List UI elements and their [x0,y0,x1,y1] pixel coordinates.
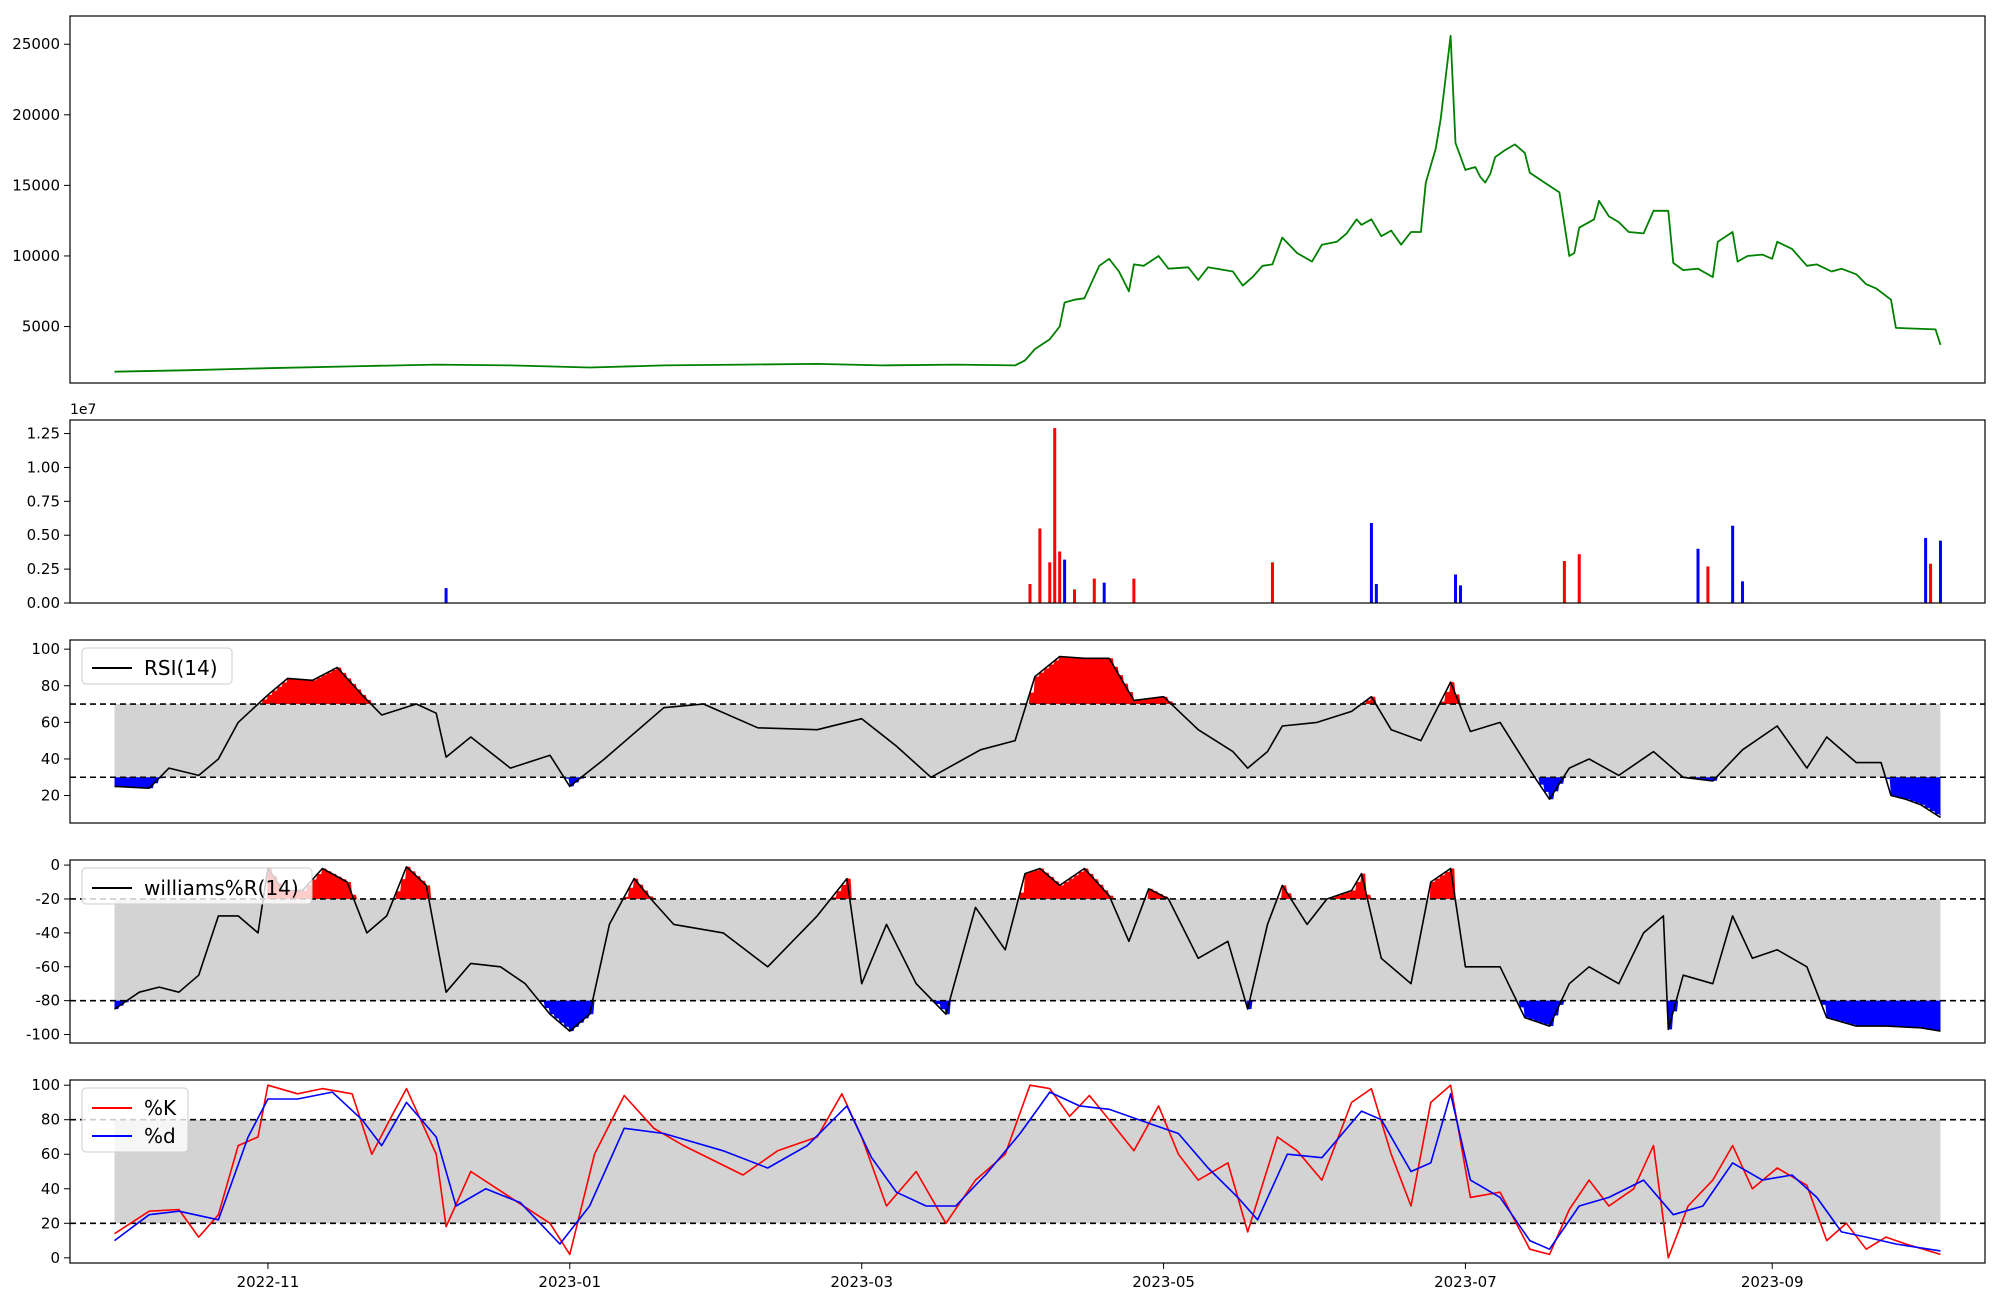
y-tick-label: -60 [36,958,61,976]
legend-label: RSI(14) [144,656,218,680]
y-tick-label: -40 [36,924,61,942]
y-tick-label: 40 [41,1180,60,1198]
y-tick-label: 0.00 [27,594,60,612]
y-tick-label: 20 [41,1214,60,1232]
y-tick-label: 80 [41,1111,60,1129]
volume-bar [1028,584,1032,603]
volume-bar [1741,581,1745,603]
y-tick-label: 60 [41,713,60,731]
panels: 5000100001500020000250000.000.250.500.75… [12,15,1986,1291]
legend-box [81,867,313,905]
y-tick-label: 0 [50,1249,60,1267]
y-tick-label: 0 [50,856,60,874]
x-tick-label: 2023-05 [1132,1273,1195,1291]
panel-frame [69,639,1986,824]
x-tick-label: 2023-03 [830,1273,893,1291]
x-tick-label: 2023-07 [1434,1273,1497,1291]
volume-bar [1369,523,1373,603]
volume-bar [1454,574,1458,603]
x-tick-label: 2022-11 [237,1273,300,1291]
panel-frame [69,15,1986,384]
volume-bar [1562,560,1566,603]
y-tick-label: 10000 [12,247,60,265]
y-tick-label: 20 [41,787,60,805]
y-tick-label: 1.00 [27,458,60,476]
volume-bar [1132,578,1136,603]
series-line [114,1091,1941,1252]
x-tick-label: 2023-01 [538,1273,601,1291]
volume-bar [1924,537,1928,603]
volume-bar [1577,554,1581,603]
panel-frame [69,1079,1986,1264]
series-line [114,655,1941,819]
volume-bar [1073,589,1077,603]
x-tick-label: 2023-09 [1741,1273,1804,1291]
overbought-fill [114,866,1941,899]
y-tick-label: 40 [41,750,60,768]
y-tick-label: -80 [36,992,61,1010]
volume-bar [1374,584,1378,603]
neutral-band [114,704,1941,778]
y-tick-label: 25000 [12,35,60,53]
y-tick-label: 0.25 [27,560,60,578]
y-scale-label: 1e7 [70,402,96,418]
volume-bar [1048,562,1052,603]
legend-box [81,647,233,685]
panel-frame [69,859,1986,1044]
y-tick-label: -100 [26,1026,60,1044]
y-tick-label: 100 [31,640,60,658]
volume-bar [1458,585,1462,603]
y-tick-label: 20000 [12,106,60,124]
y-tick-label: 60 [41,1145,60,1163]
y-tick-label: 80 [41,677,60,695]
y-tick-label: 0.75 [27,492,60,510]
legend-label: %K [144,1096,177,1120]
volume-bar [1038,528,1042,603]
oversold-fill [114,1000,1941,1032]
legend-label: %d [144,1124,176,1148]
legend-label: williams%R(14) [144,876,299,900]
y-tick-label: 5000 [22,318,60,336]
volume-bar [1053,428,1057,603]
overbought-fill [114,656,1941,704]
volume-bar [1063,559,1067,603]
volume-bar [1731,525,1735,603]
y-tick-label: 100 [31,1076,60,1094]
volume-bar [1102,582,1106,603]
y-tick-label: 0.50 [27,526,60,544]
volume-bar [1696,548,1700,603]
price-line [114,34,1942,373]
neutral-band [114,1119,1941,1224]
y-tick-label: -20 [36,890,61,908]
volume-bar [1058,551,1062,603]
series-line [114,865,1941,1032]
volume-bar [1938,540,1942,603]
volume-bar [1706,566,1710,603]
panel-frame [69,419,1986,604]
y-tick-label: 15000 [12,176,60,194]
volume-bar [444,588,448,603]
volume-bar [1270,562,1274,603]
volume-bar [1092,578,1096,603]
y-tick-label: 1.25 [27,425,60,443]
volume-bar [1929,563,1933,603]
